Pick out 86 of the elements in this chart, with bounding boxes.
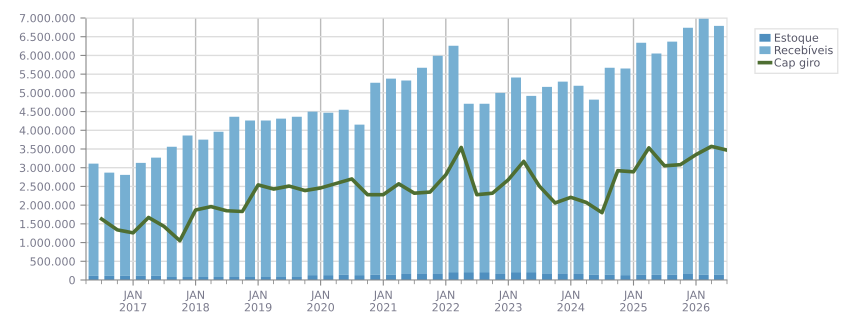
bar <box>574 274 584 280</box>
bar <box>698 18 709 275</box>
y-tick-label: 7.000.000 <box>20 14 75 22</box>
legend-label: Estoque <box>774 34 818 44</box>
bar <box>464 272 474 280</box>
bar <box>588 100 599 275</box>
x-tick-label: JAN 2023 <box>494 290 522 312</box>
bar <box>308 276 318 280</box>
y-tick-label: 1.500.000 <box>20 220 75 228</box>
y-tick-label: 1.000.000 <box>20 238 75 247</box>
bar <box>558 274 568 280</box>
y-tick-label: 6.500.000 <box>20 32 75 42</box>
bar <box>354 276 364 280</box>
bar <box>604 68 615 275</box>
line-series <box>100 144 727 243</box>
bar <box>229 116 240 278</box>
bar <box>620 276 630 280</box>
y-tick-label: 3.500.000 <box>20 144 75 154</box>
bar <box>260 120 271 278</box>
bar <box>682 274 693 280</box>
y-tick-label: 4.500.000 <box>20 108 75 116</box>
bar <box>620 68 630 276</box>
y-tick-label: 500.000 <box>30 257 75 266</box>
y-tick-label: 5.500.000 <box>20 70 75 79</box>
bar <box>354 124 364 276</box>
bar <box>386 78 396 275</box>
bar <box>417 68 427 274</box>
bar <box>308 112 318 276</box>
bar <box>166 146 177 278</box>
y-tick-label: 2.000.000 <box>20 201 75 210</box>
x-tick-label: JAN 2018 <box>182 290 209 312</box>
bar <box>651 54 662 275</box>
y-tick-label: 5.000.000 <box>20 88 75 98</box>
bar <box>323 276 334 280</box>
bar <box>511 78 521 273</box>
bar <box>526 96 536 273</box>
bar <box>214 132 224 278</box>
bar <box>480 272 490 280</box>
bar <box>511 272 521 280</box>
bar <box>495 92 506 274</box>
bar <box>574 86 584 274</box>
bar <box>542 86 552 274</box>
bar <box>495 274 506 280</box>
bar <box>417 274 427 280</box>
bar <box>682 28 693 274</box>
bar <box>432 274 443 280</box>
bar <box>401 80 412 274</box>
bar <box>338 110 349 275</box>
bar <box>104 172 114 276</box>
bar <box>276 118 286 278</box>
bar <box>151 158 162 276</box>
bar <box>292 116 302 278</box>
bar <box>245 120 256 278</box>
bar <box>432 56 443 274</box>
bar <box>526 272 536 280</box>
bar <box>667 42 678 275</box>
x-tick-label: JAN 2026 <box>682 290 710 312</box>
legend-label: Cap giro <box>774 58 820 69</box>
x-tick-label: JAN 2019 <box>244 290 272 312</box>
y-tick-label: 0 <box>69 276 75 284</box>
bar <box>636 42 646 275</box>
x-tick-label: JAN 2025 <box>620 290 647 312</box>
bar <box>370 82 380 275</box>
bar <box>401 274 412 280</box>
bar <box>714 26 724 275</box>
bar <box>88 164 98 276</box>
y-tick-label: 4.000.000 <box>20 126 75 135</box>
bar <box>480 104 490 273</box>
x-tick-label: JAN 2020 <box>307 290 334 312</box>
bar <box>198 140 208 278</box>
y-tick-label: 3.000.000 <box>20 164 75 172</box>
x-tick-label: JAN 2022 <box>432 290 459 312</box>
bar <box>136 162 146 276</box>
bar <box>558 82 568 274</box>
bar <box>542 274 552 280</box>
x-tick-label: JAN 2024 <box>557 290 584 312</box>
y-tick-label: 6.000.000 <box>20 51 75 60</box>
bar <box>448 46 458 273</box>
bar <box>182 136 193 278</box>
bar <box>448 272 458 280</box>
legend-label: Recebíveis <box>774 45 833 54</box>
bar <box>323 112 334 276</box>
y-tick-label: 2.500.000 <box>20 182 75 191</box>
x-tick-label: JAN 2017 <box>120 290 146 312</box>
x-tick-label: JAN 2021 <box>370 290 396 312</box>
bar <box>120 174 130 276</box>
